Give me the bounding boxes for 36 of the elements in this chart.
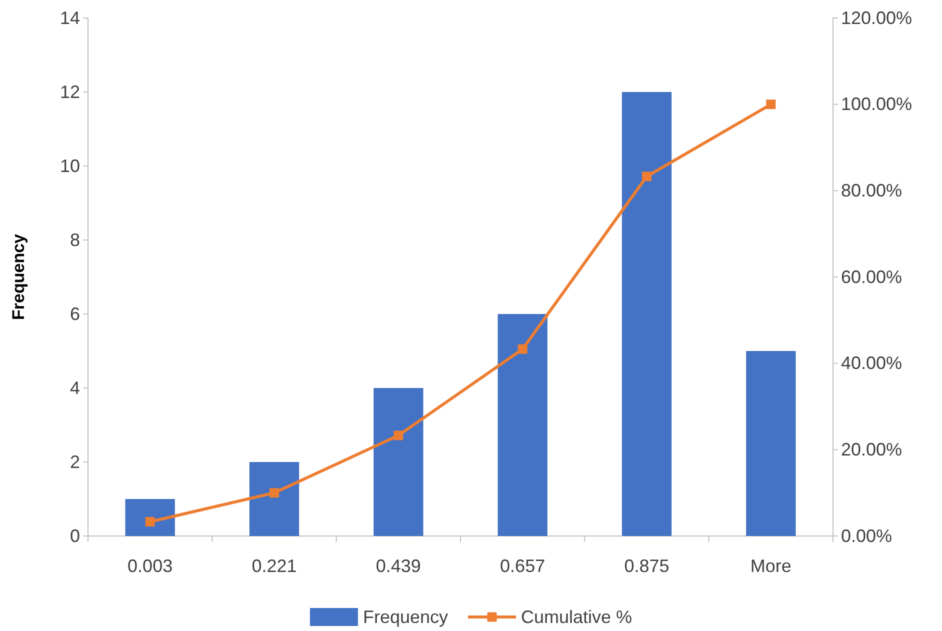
y-tick-label: 4 (70, 378, 80, 398)
y2-tick-label: 40.00% (841, 353, 902, 374)
y-tick-label: 14 (60, 8, 80, 28)
y-tick-label: 8 (70, 230, 80, 250)
y-tick-label: 0 (70, 526, 80, 546)
bar (374, 388, 424, 536)
y2-tick-label: 100.00% (841, 94, 912, 114)
point (518, 344, 528, 354)
legend-label: Frequency (362, 607, 448, 627)
bar (746, 351, 796, 536)
point (270, 488, 279, 498)
y2-tick-label: 60.00% (841, 266, 902, 287)
y2-tick-label: 80.00% (841, 180, 902, 200)
y-tick-label: 12 (60, 82, 80, 102)
x-tick-label: 0.657 (500, 556, 546, 576)
point (394, 430, 404, 440)
y-axis-title: Frequency (9, 233, 28, 320)
y-tick-label: 10 (60, 156, 80, 176)
y-tick-label: 6 (70, 304, 80, 324)
point (642, 172, 652, 182)
bar (249, 462, 300, 536)
x-tick-label: 0.875 (624, 556, 670, 576)
x-tick-label: 0.003 (128, 556, 173, 576)
x-tick-label: More (750, 556, 792, 576)
x-tick-label: 0.439 (376, 556, 421, 576)
point (766, 100, 776, 110)
bar (125, 499, 175, 536)
y-tick-label: 2 (70, 452, 80, 472)
bar (622, 92, 672, 536)
y2-tick-label: 0.00% (841, 526, 892, 546)
y2-tick-label: 120.00% (841, 8, 912, 28)
y2-tick-label: 20.00% (841, 439, 902, 460)
point (145, 517, 155, 526)
x-tick-label: 0.221 (252, 556, 297, 576)
legend-label: Cumulative % (521, 607, 632, 627)
bar (498, 314, 548, 536)
